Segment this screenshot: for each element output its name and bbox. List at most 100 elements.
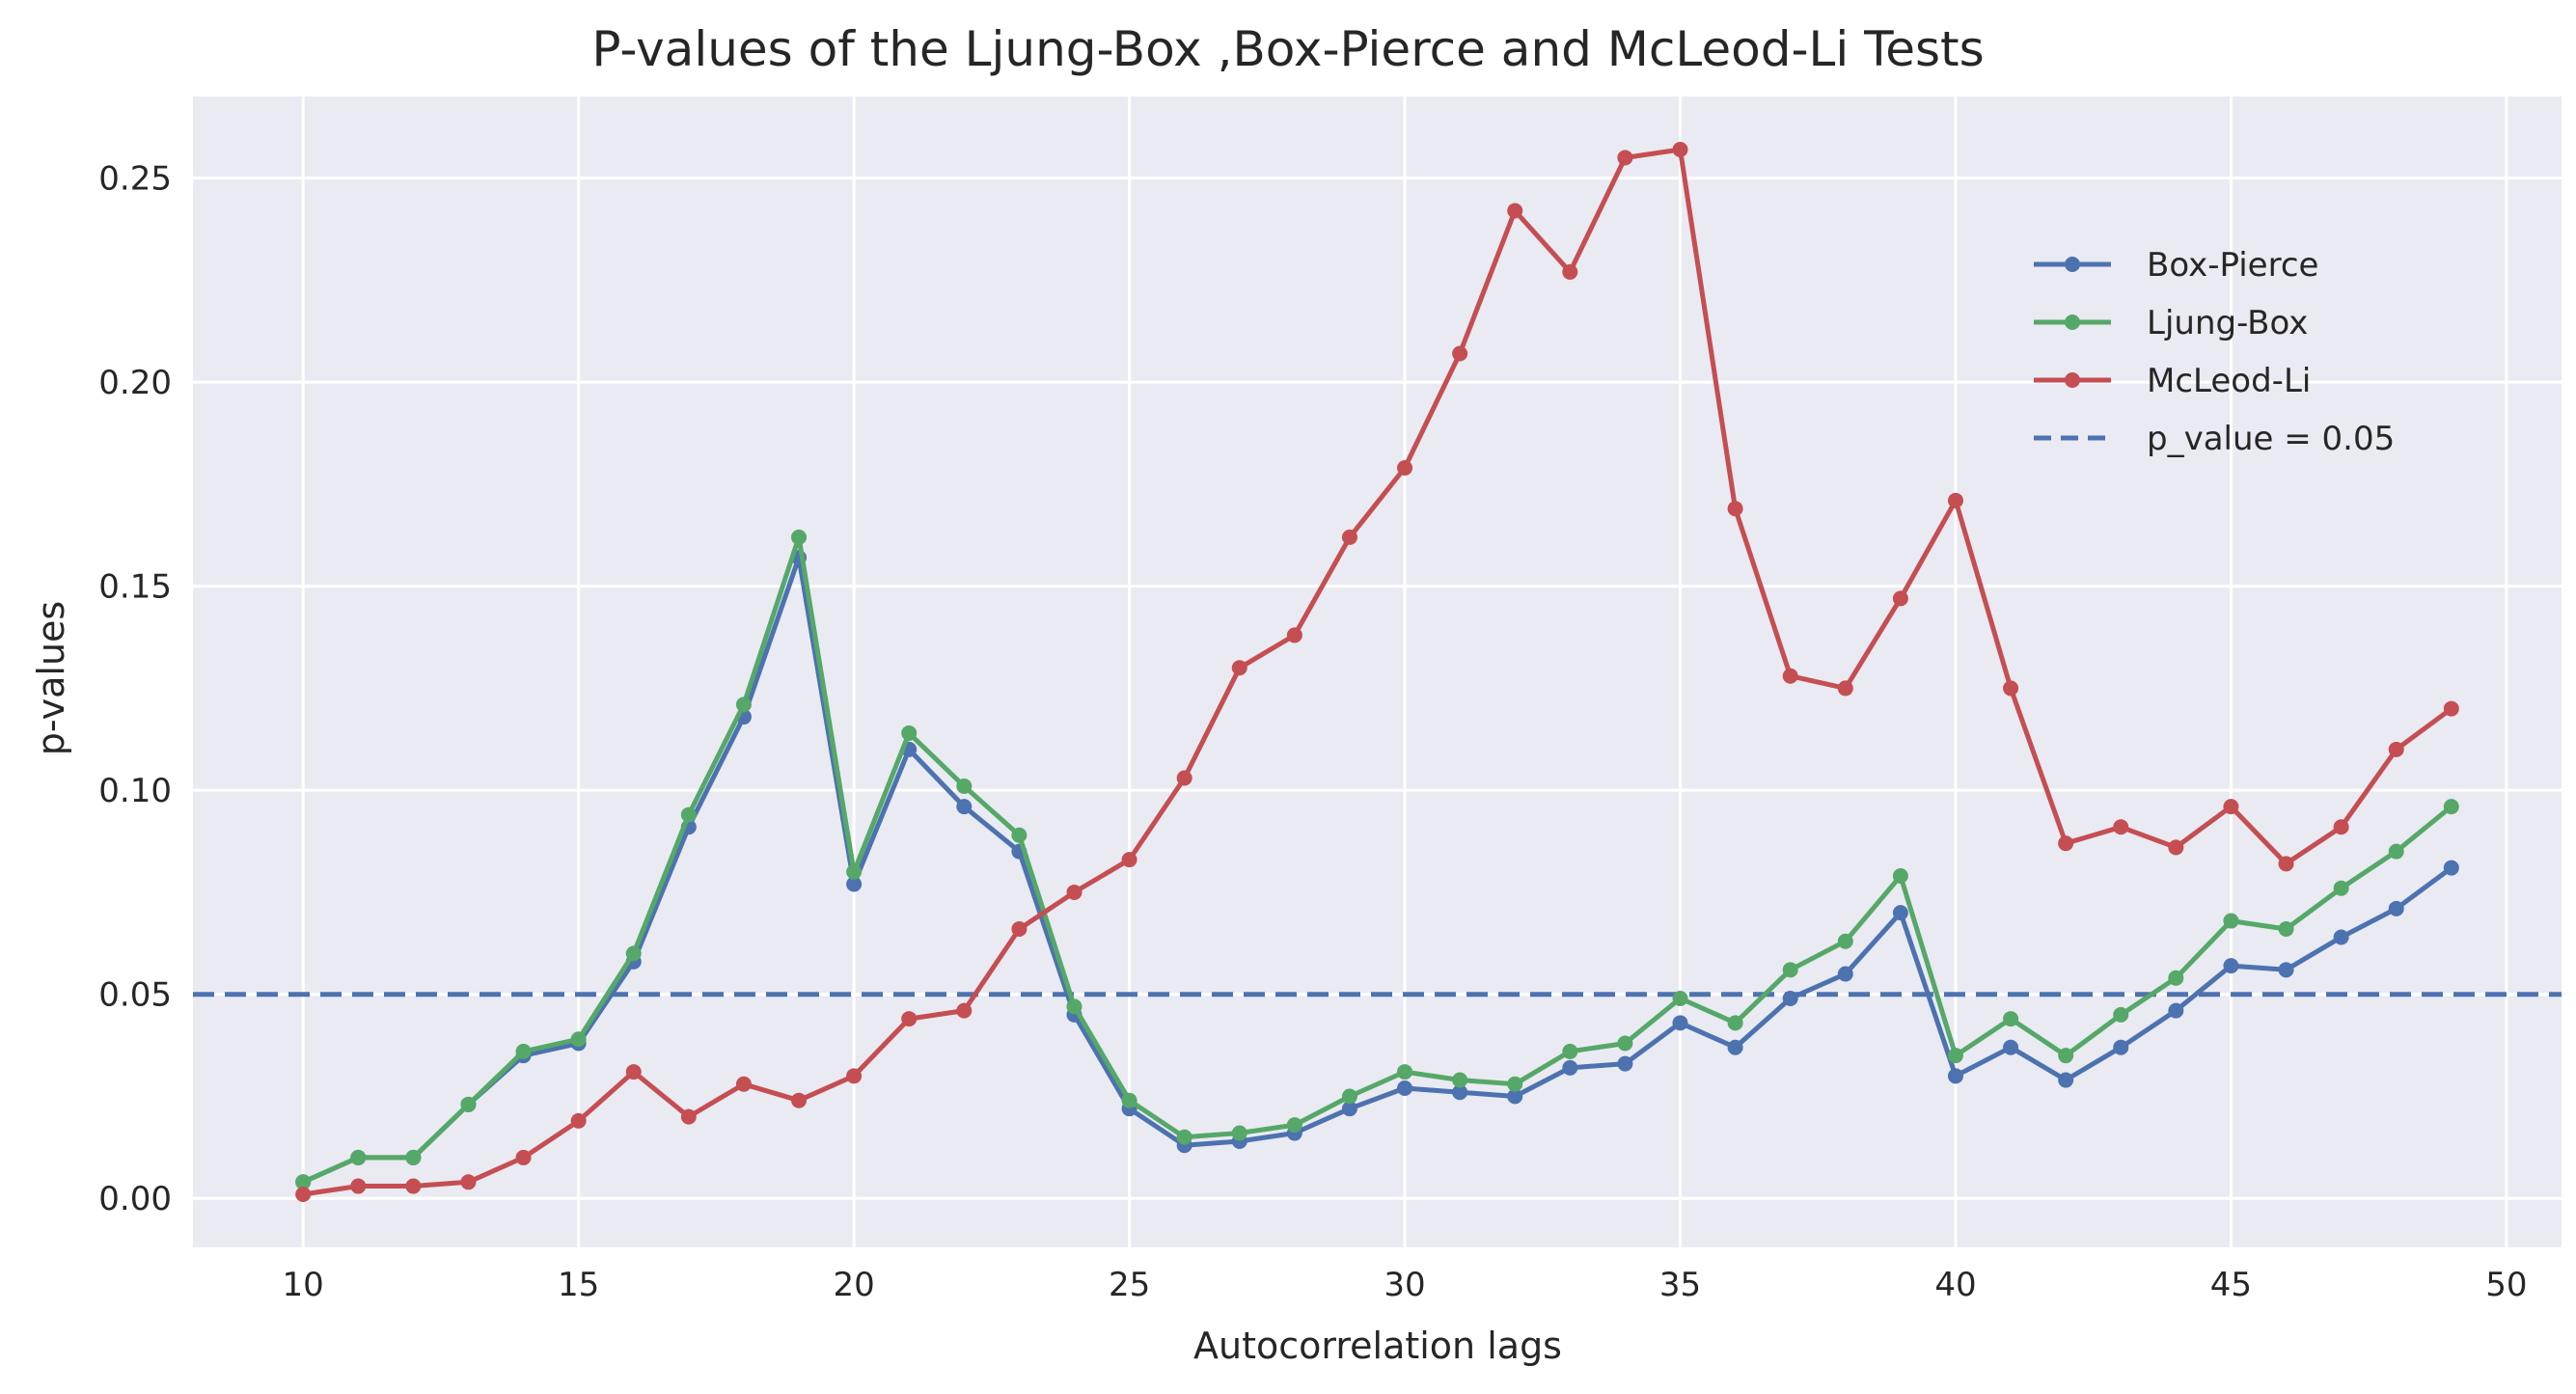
ljung-box-point bbox=[2113, 1006, 2129, 1023]
mcleod-li-point bbox=[2113, 819, 2129, 835]
ljung-box-point bbox=[735, 697, 752, 713]
mcleod-li-line bbox=[302, 147, 2453, 1197]
mcleod-li-point bbox=[1947, 492, 1963, 508]
mcleod-li-point bbox=[2058, 835, 2074, 852]
mcleod-li-point bbox=[1176, 770, 1192, 786]
box-pierce-line bbox=[302, 555, 2453, 1185]
ljung-box-point bbox=[2058, 1048, 2074, 1064]
legend-label-mcleod-li: McLeod-Li bbox=[2147, 362, 2311, 400]
ljung-box-point bbox=[1121, 1092, 1137, 1108]
ljung-box-line bbox=[302, 534, 2453, 1185]
mcleod-li-point bbox=[1672, 141, 1688, 157]
box-pierce-point bbox=[1507, 1088, 1523, 1105]
mcleod-li-point bbox=[791, 1092, 808, 1108]
ljung-box-point bbox=[1286, 1117, 1302, 1134]
mcleod-li-point bbox=[1121, 852, 1137, 868]
box-pierce-point bbox=[1562, 1059, 1578, 1076]
ljung-box-point bbox=[1066, 998, 1082, 1015]
ljung-box-point bbox=[791, 529, 808, 545]
mcleod-li-point bbox=[2333, 819, 2349, 835]
box-pierce-point bbox=[846, 876, 863, 892]
y-tick-label: 0.15 bbox=[98, 568, 172, 607]
mcleod-li-point bbox=[350, 1178, 367, 1194]
ljung-box-point bbox=[405, 1149, 422, 1165]
mcleod-li-point bbox=[680, 1108, 697, 1125]
mcleod-li-point bbox=[1341, 529, 1357, 545]
ljung-box-point bbox=[2223, 913, 2239, 929]
box-pierce-point bbox=[2223, 958, 2239, 974]
mcleod-li-point bbox=[1286, 627, 1302, 643]
legend-marker-box-pierce bbox=[2065, 257, 2080, 272]
x-tick-label: 20 bbox=[833, 1266, 874, 1304]
legend-label-box-pierce: Box-Pierce bbox=[2147, 246, 2318, 285]
mcleod-li-point bbox=[570, 1112, 587, 1129]
box-pierce-point bbox=[2003, 1039, 2019, 1055]
mcleod-li-point bbox=[2388, 741, 2404, 757]
mcleod-li-point bbox=[1397, 459, 1413, 476]
y-tick-label: 0.25 bbox=[98, 160, 172, 199]
mcleod-li-point bbox=[1782, 668, 1798, 684]
box-pierce-point bbox=[1397, 1080, 1413, 1097]
ljung-box-point bbox=[1892, 868, 1908, 885]
legend: Box-Pierce Ljung-Box McLeod-Li p_value = 0.… bbox=[2034, 246, 2395, 458]
ljung-box-point bbox=[1397, 1064, 1413, 1080]
x-tick-label: 40 bbox=[1934, 1266, 1976, 1304]
ljung-box-point bbox=[1617, 1035, 1633, 1052]
mcleod-li-point bbox=[625, 1064, 642, 1080]
box-pierce-point bbox=[2388, 900, 2404, 916]
ljung-box-point bbox=[1452, 1072, 1468, 1088]
plot-area bbox=[193, 96, 2562, 1247]
mcleod-li-point bbox=[295, 1187, 312, 1203]
mcleod-li-point bbox=[2003, 680, 2019, 697]
mcleod-li-point bbox=[2168, 839, 2184, 856]
ljung-box-point bbox=[350, 1149, 367, 1165]
y-axis-label: p-values bbox=[30, 601, 72, 755]
box-pierce-point bbox=[2058, 1072, 2074, 1088]
x-tick-label: 10 bbox=[283, 1266, 324, 1304]
ljung-box-point bbox=[901, 724, 918, 741]
legend-marker-ljung-box bbox=[2065, 314, 2080, 330]
mcleod-li-point bbox=[735, 1076, 752, 1092]
ljung-box-point bbox=[1947, 1048, 1963, 1064]
ljung-box-point bbox=[625, 945, 642, 962]
mcleod-li-point bbox=[515, 1149, 532, 1165]
ljung-box-point bbox=[2388, 843, 2404, 860]
legend-label-p-value-0-05: p_value = 0.05 bbox=[2147, 420, 2395, 458]
series-ljung-box bbox=[295, 529, 2459, 1190]
x-tick-label: 30 bbox=[1384, 1266, 1425, 1304]
box-pierce-point bbox=[1782, 990, 1798, 1006]
ljung-box-point bbox=[1562, 1043, 1578, 1059]
ljung-box-point bbox=[1727, 1015, 1743, 1031]
mcleod-li-point bbox=[405, 1178, 422, 1194]
mcleod-li-point bbox=[1011, 921, 1028, 938]
ljung-box-point bbox=[2003, 1011, 2019, 1027]
box-pierce-point bbox=[1617, 1055, 1633, 1072]
y-tick-label: 0.10 bbox=[98, 772, 172, 810]
box-pierce-point bbox=[956, 799, 973, 815]
x-tick-label: 15 bbox=[558, 1266, 599, 1304]
box-pierce-point bbox=[1341, 1101, 1357, 1117]
ljung-box-point bbox=[2333, 880, 2349, 896]
box-pierce-point bbox=[2278, 962, 2294, 978]
box-pierce-point bbox=[2443, 860, 2459, 876]
ljung-box-point bbox=[2278, 921, 2294, 938]
mcleod-li-point bbox=[901, 1011, 918, 1027]
mcleod-li-point bbox=[1231, 660, 1247, 676]
ljung-box-point bbox=[570, 1031, 587, 1048]
x-tick-label: 25 bbox=[1109, 1266, 1150, 1304]
ljung-box-point bbox=[1341, 1088, 1357, 1105]
ljung-box-point bbox=[1837, 933, 1853, 949]
mcleod-li-point bbox=[1837, 680, 1853, 697]
ljung-box-point bbox=[1011, 827, 1028, 843]
ljung-box-point bbox=[460, 1096, 477, 1112]
x-tick-label: 50 bbox=[2485, 1266, 2527, 1304]
ljung-box-point bbox=[846, 863, 863, 880]
legend-marker-mcleod-li bbox=[2065, 372, 2080, 388]
ljung-box-point bbox=[2168, 970, 2184, 986]
box-pierce-point bbox=[1892, 905, 1908, 921]
mcleod-li-point bbox=[1892, 590, 1908, 607]
box-pierce-point bbox=[2113, 1039, 2129, 1055]
ljung-box-point bbox=[1176, 1129, 1192, 1145]
